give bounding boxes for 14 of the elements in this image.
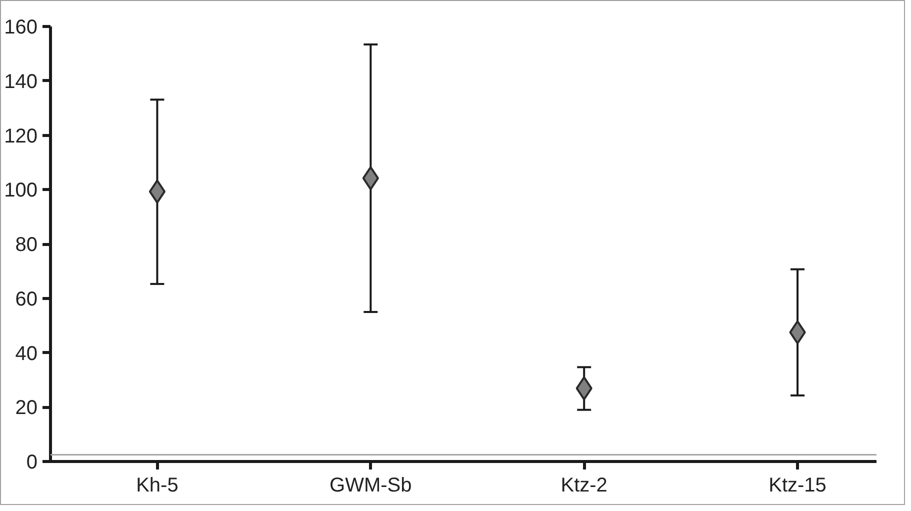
y-tick-label: 80 bbox=[15, 234, 38, 256]
y-tick-label: 20 bbox=[15, 397, 38, 420]
x-tick-label: Ktz-2 bbox=[560, 474, 608, 496]
x-tick-label: Ktz-15 bbox=[768, 474, 826, 496]
y-tick-label: 140 bbox=[4, 70, 38, 93]
x-tick-label: GWM-Sb bbox=[330, 474, 412, 496]
point bbox=[148, 180, 166, 204]
y-tick-label: 0 bbox=[26, 452, 38, 474]
y-tick-label: 120 bbox=[4, 125, 38, 148]
y-tick-label: 100 bbox=[4, 180, 38, 202]
y-tick-label: 60 bbox=[15, 288, 38, 310]
y-tick-label: 160 bbox=[4, 16, 38, 38]
x-tick-label: Kh-5 bbox=[136, 474, 178, 496]
y-tick-label: 40 bbox=[15, 342, 38, 365]
